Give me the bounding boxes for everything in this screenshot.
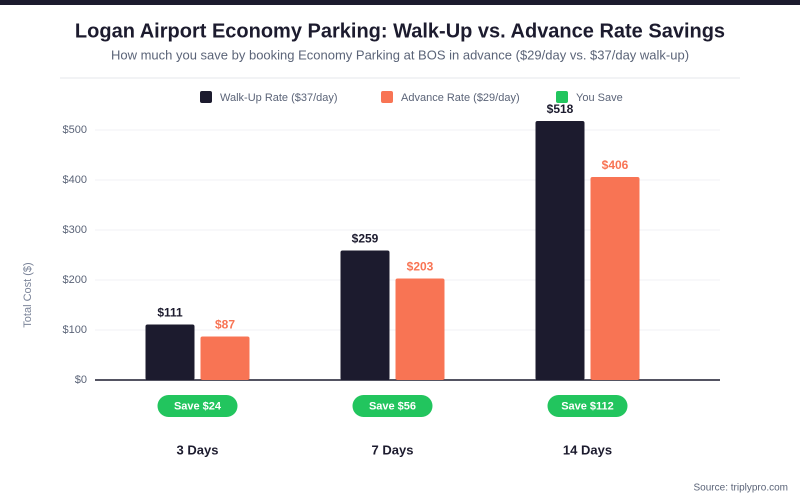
x-tick-label: 14 Days	[563, 442, 612, 457]
y-tick-label: $400	[63, 174, 87, 186]
bar	[145, 324, 195, 380]
value-label: $111	[157, 306, 183, 320]
bar	[590, 177, 640, 380]
y-tick-label: $300	[63, 224, 87, 236]
chart-title: Logan Airport Economy Parking: Walk-Up v…	[75, 20, 725, 42]
y-tick-label: $0	[75, 374, 87, 386]
savings-pill	[157, 395, 238, 417]
y-tick-label: $500	[63, 124, 87, 136]
x-tick-label: 3 Days	[177, 442, 219, 457]
savings-label: Save $24	[174, 400, 222, 412]
chart-subtitle: How much you save by booking Economy Par…	[111, 47, 689, 62]
legend-label: Advance Rate ($29/day)	[401, 92, 520, 104]
y-tick-label: $100	[63, 324, 87, 336]
bar	[535, 121, 585, 380]
value-label: $203	[407, 260, 434, 274]
savings-label: Save $112	[561, 400, 614, 412]
savings-label: Save $56	[369, 400, 416, 412]
legend-swatch	[556, 91, 568, 103]
top-strip	[0, 0, 800, 5]
savings-pill	[547, 395, 628, 417]
bar	[395, 278, 445, 380]
legend-swatch	[381, 91, 393, 103]
legend-label: You Save	[576, 92, 623, 104]
legend-label: Walk-Up Rate ($37/day)	[220, 92, 338, 104]
y-tick-label: $200	[63, 274, 87, 286]
source: Source: triplypro.com	[694, 483, 788, 494]
y-axis-title: Total Cost ($)	[22, 262, 34, 327]
value-label: $87	[215, 318, 235, 332]
x-tick-label: 7 Days	[372, 442, 414, 457]
value-label: $518	[547, 102, 574, 116]
value-label: $259	[352, 232, 379, 246]
legend-swatch	[200, 91, 212, 103]
savings-pill	[352, 395, 433, 417]
bar	[340, 250, 390, 380]
bar	[200, 336, 250, 380]
value-label: $406	[602, 158, 629, 172]
